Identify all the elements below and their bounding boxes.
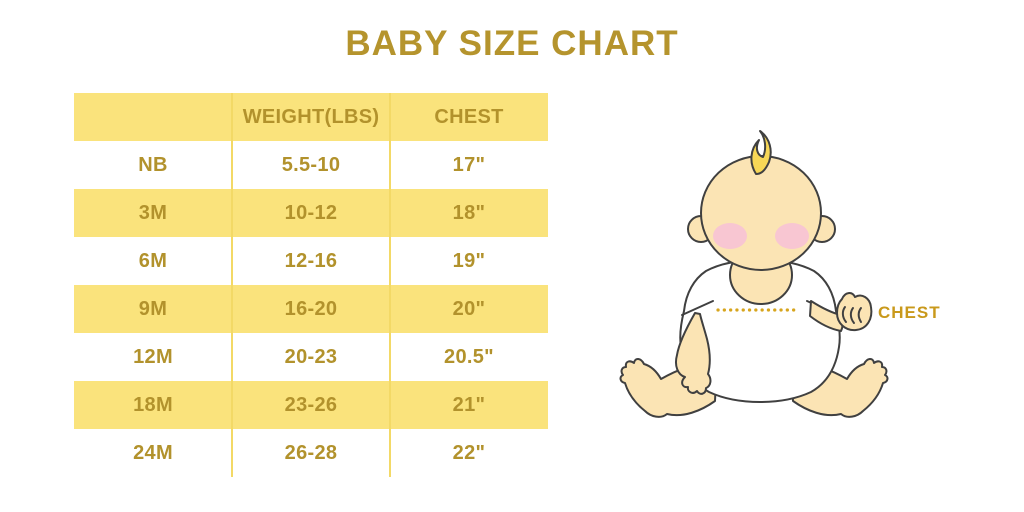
header-chest: CHEST (434, 105, 504, 128)
cell-size: 12M (133, 345, 173, 368)
cell-weight: 16-20 (284, 297, 338, 320)
cell-chest: 21" (452, 393, 486, 416)
size-table: WEIGHT(LBS) CHEST NB 5.5-10 17" 3M 10-12… (74, 93, 548, 477)
cell-chest: 19" (452, 249, 486, 272)
fist-finger-lines (841, 306, 862, 324)
cell-size: NB (138, 153, 168, 176)
header-weight: WEIGHT(LBS) (242, 105, 380, 128)
baby-cheek-left (713, 223, 747, 249)
cell-weight: 10-12 (284, 201, 338, 224)
table-row: 9M 16-20 20" (74, 285, 548, 333)
table-row: 12M 20-23 20.5" (74, 333, 548, 381)
cell-chest: 17" (452, 153, 486, 176)
table-row: 3M 10-12 18" (74, 189, 548, 237)
cell-size: 24M (133, 441, 173, 464)
table-header-row: WEIGHT(LBS) CHEST (74, 93, 548, 141)
cell-weight: 20-23 (284, 345, 338, 368)
cell-chest: 18" (452, 201, 486, 224)
cell-weight: 26-28 (284, 441, 338, 464)
cell-size: 3M (138, 201, 168, 224)
cell-chest: 20.5" (444, 345, 494, 368)
table-row: 6M 12-16 19" (74, 237, 548, 285)
cell-size: 9M (138, 297, 168, 320)
baby-arm-left (675, 312, 712, 395)
baby-illustration (619, 130, 889, 418)
page-title: BABY SIZE CHART (345, 24, 679, 63)
table-row: 18M 23-26 21" (74, 381, 548, 429)
cell-size: 18M (133, 393, 173, 416)
baby-hair-curl (750, 130, 772, 175)
table-row: NB 5.5-10 17" (74, 141, 548, 189)
column-divider (389, 93, 391, 477)
table-row: 24M 26-28 22" (74, 429, 548, 477)
cell-chest: 20" (452, 297, 486, 320)
baby-cheek-right (775, 223, 809, 249)
cell-weight: 5.5-10 (281, 153, 341, 176)
cell-weight: 23-26 (284, 393, 338, 416)
column-divider (231, 93, 233, 477)
cell-size: 6M (138, 249, 168, 272)
cell-chest: 22" (452, 441, 486, 464)
sleeve-hem-left (681, 300, 714, 316)
cell-weight: 12-16 (284, 249, 338, 272)
chest-measurement-label: CHEST (878, 303, 941, 322)
